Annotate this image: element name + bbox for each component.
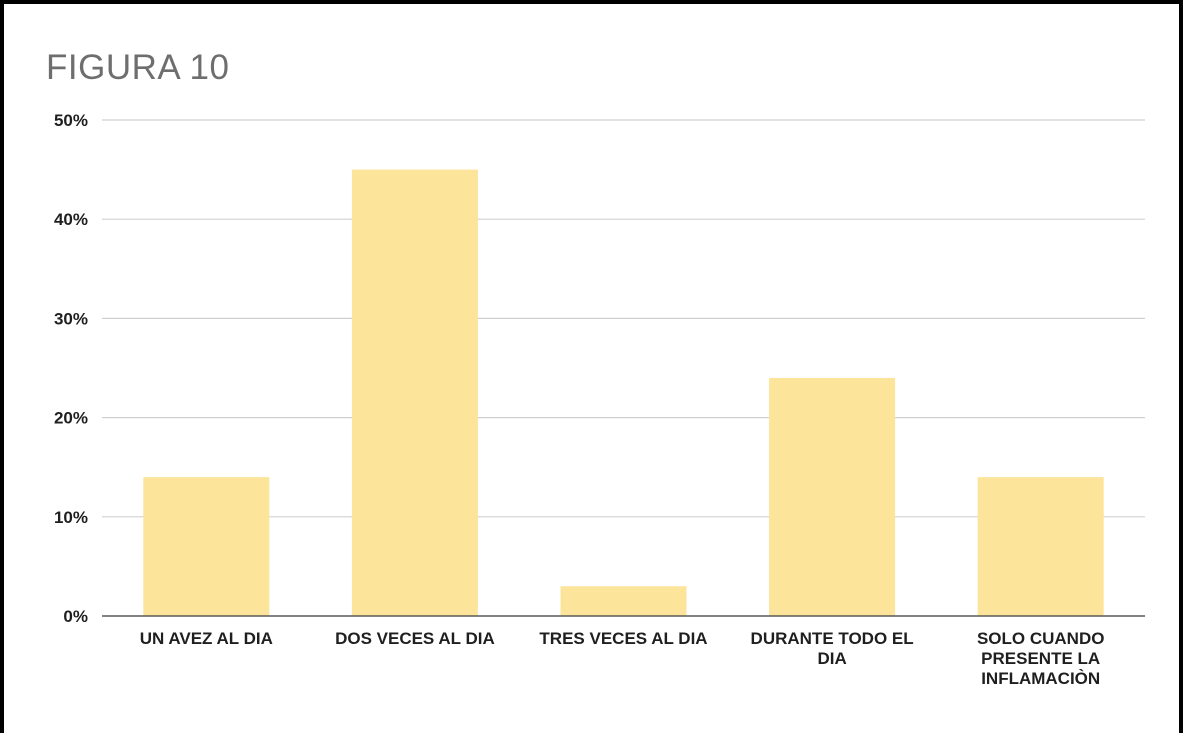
x-tick-label: UN AVEZ AL DIA (140, 629, 273, 648)
y-tick-label: 30% (54, 309, 88, 328)
bar (560, 586, 687, 616)
x-tick-label: INFLAMACIÒN (981, 669, 1100, 688)
x-tick-label: PRESENTE LA (981, 649, 1100, 668)
x-tick-label: DURANTE TODO EL (751, 629, 914, 648)
y-tick-label: 50% (54, 111, 88, 130)
bars (143, 169, 1104, 616)
x-tick-label: TRES VECES AL DIA (539, 629, 707, 648)
y-tick-label: 10% (54, 508, 88, 527)
chart-title: FIGURA 10 (46, 48, 230, 87)
x-axis-ticks: UN AVEZ AL DIA DOS VECES AL DIA TRES VECES… (140, 629, 1105, 688)
x-tick-label: DOS VECES AL DIA (335, 629, 495, 648)
bar (351, 169, 478, 616)
bar (769, 377, 896, 616)
x-tick-label: SOLO CUANDO (977, 629, 1105, 648)
bar (977, 477, 1104, 616)
bar (143, 477, 270, 616)
y-tick-label: 40% (54, 210, 88, 229)
x-tick-label: DIA (817, 649, 846, 668)
y-tick-label: 20% (54, 409, 88, 428)
y-axis-ticks: 0% 10% 20% 30% 40% 50% (54, 111, 88, 626)
gridlines (102, 119, 1145, 518)
y-tick-label: 0% (63, 607, 88, 626)
